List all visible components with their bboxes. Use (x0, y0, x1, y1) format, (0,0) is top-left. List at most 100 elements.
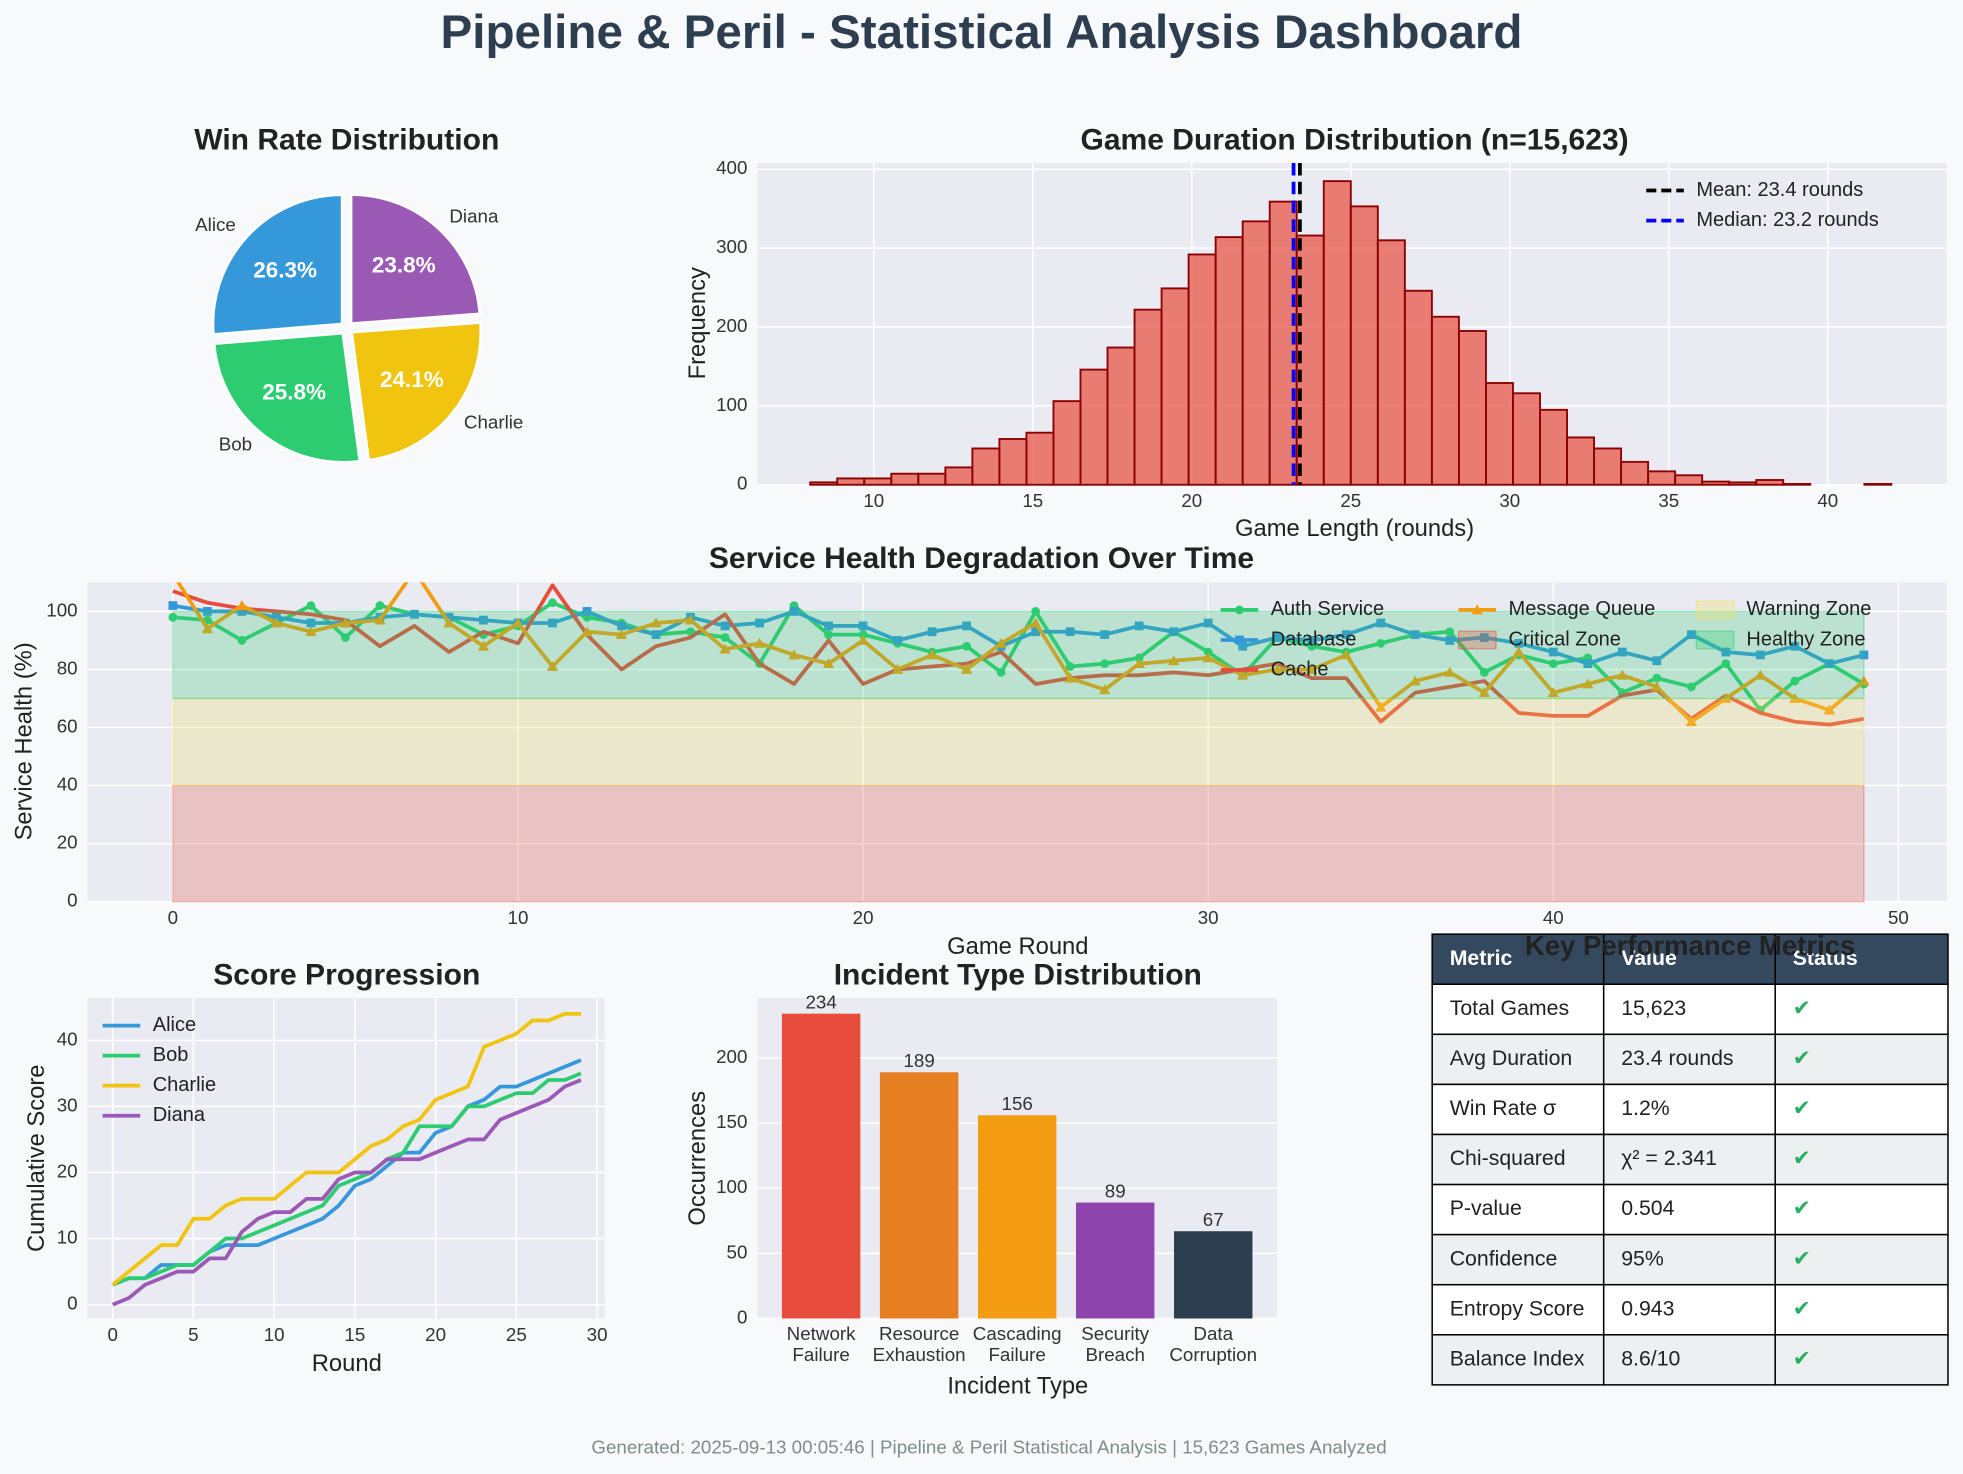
pie-category-label: Alice (195, 214, 236, 235)
x-tick-label: 20 (425, 1324, 446, 1345)
x-tick-label-box: Security Breach (1081, 1323, 1150, 1367)
x-tick-label: 10 (508, 907, 529, 928)
marker (305, 626, 317, 637)
bar-value-label: 89 (1105, 1181, 1126, 1202)
y-tick-label: 0 (737, 473, 747, 494)
marker (995, 637, 1007, 648)
histogram-bar (1512, 392, 1541, 486)
legend-swatch (1695, 630, 1735, 650)
pie-value-label: 26.3% (253, 257, 317, 282)
marker (996, 667, 1006, 677)
marker (1375, 701, 1387, 712)
marker (1203, 647, 1213, 657)
histogram-bar (1025, 431, 1055, 486)
marker (1272, 633, 1282, 642)
marker (857, 634, 869, 645)
histogram-bar (809, 481, 839, 486)
marker (1686, 682, 1696, 692)
marker (1755, 650, 1765, 660)
marker (1271, 663, 1283, 674)
x-tick-label: Security Breach (1081, 1323, 1150, 1367)
marker (1548, 647, 1558, 657)
marker (789, 607, 799, 616)
marker (1064, 672, 1076, 683)
histogram-bar (944, 466, 974, 486)
y-tick-label: 50 (727, 1241, 748, 1262)
x-tick-label: 30 (587, 1324, 608, 1345)
marker (479, 615, 488, 625)
bar (1075, 1202, 1155, 1319)
marker (1721, 659, 1731, 669)
table-text: Entropy Score (1450, 1296, 1585, 1320)
legend-label: Auth Service (1271, 598, 1384, 620)
x-tick-label: 20 (1181, 490, 1202, 511)
plot-layer (168, 582, 1870, 727)
marker (1341, 630, 1351, 640)
table-text: Chi-squared (1450, 1146, 1566, 1170)
legend-label: Critical Zone (1509, 628, 1621, 650)
chart-title: Win Rate Distribution (194, 124, 499, 157)
marker (1169, 627, 1179, 637)
histogram-bar (1647, 470, 1677, 486)
marker (306, 618, 316, 628)
marker (1030, 617, 1042, 628)
x-axis-label: Game Length (rounds) (1235, 515, 1474, 542)
x-tick-label-box: Data Corruption (1169, 1324, 1257, 1367)
y-tick-label: 100 (716, 394, 747, 415)
table-cell (1431, 1133, 1605, 1186)
bar (977, 1115, 1057, 1319)
marker (926, 649, 938, 660)
marker (1235, 605, 1244, 615)
x-tick-label: Network Failure (786, 1323, 856, 1367)
y-tick-label: 80 (57, 657, 78, 678)
histogram-bar (1322, 180, 1352, 486)
marker (960, 663, 973, 674)
histogram-bar (1755, 479, 1785, 486)
marker (168, 612, 178, 622)
y-tick-label: 0 (737, 1306, 747, 1327)
marker (1238, 641, 1248, 651)
x-axis-label: Incident Type (947, 1373, 1088, 1400)
table-header: Value (1621, 946, 1677, 970)
y-tick-label: 20 (57, 832, 78, 853)
marker (824, 621, 833, 631)
bar-value-label: 67 (1203, 1209, 1224, 1230)
table-cell (1602, 1233, 1776, 1286)
marker (1616, 669, 1628, 680)
table-text: ✔ (1793, 1246, 1811, 1270)
x-tick-label: 35 (1658, 490, 1679, 511)
marker (788, 649, 800, 660)
table-header-cell (1602, 933, 1776, 986)
marker (581, 626, 593, 637)
table-title: Key Performance Metrics (1525, 930, 1856, 961)
legend-swatch (1695, 600, 1735, 620)
table-text: ✔ (1793, 1096, 1811, 1120)
marker (203, 607, 212, 616)
marker (824, 630, 833, 640)
marker (891, 663, 904, 674)
marker (339, 617, 352, 628)
histogram-bar (1457, 330, 1487, 486)
x-tick-label-box: Cascading Failure (973, 1324, 1062, 1367)
marker (1858, 675, 1870, 686)
marker (822, 658, 835, 669)
marker (1825, 659, 1834, 669)
histogram-bar (1539, 408, 1568, 486)
series-line (111, 1071, 582, 1287)
bar-value-label: 156 (1002, 1093, 1033, 1114)
marker (1789, 692, 1801, 703)
table-text: 23.4 rounds (1621, 1046, 1733, 1070)
legend-label: Bob (153, 1044, 189, 1066)
legend-label: Healthy Zone (1746, 628, 1865, 650)
x-tick-label: 10 (264, 1324, 285, 1345)
y-tick-label: 30 (57, 1094, 78, 1115)
marker (1168, 655, 1180, 666)
marker (858, 621, 868, 631)
series-line (176, 582, 1866, 724)
marker (1031, 607, 1041, 616)
table-cell (1431, 1334, 1605, 1386)
marker (962, 621, 972, 631)
marker (1203, 618, 1213, 628)
table-text: 0.943 (1621, 1296, 1674, 1320)
